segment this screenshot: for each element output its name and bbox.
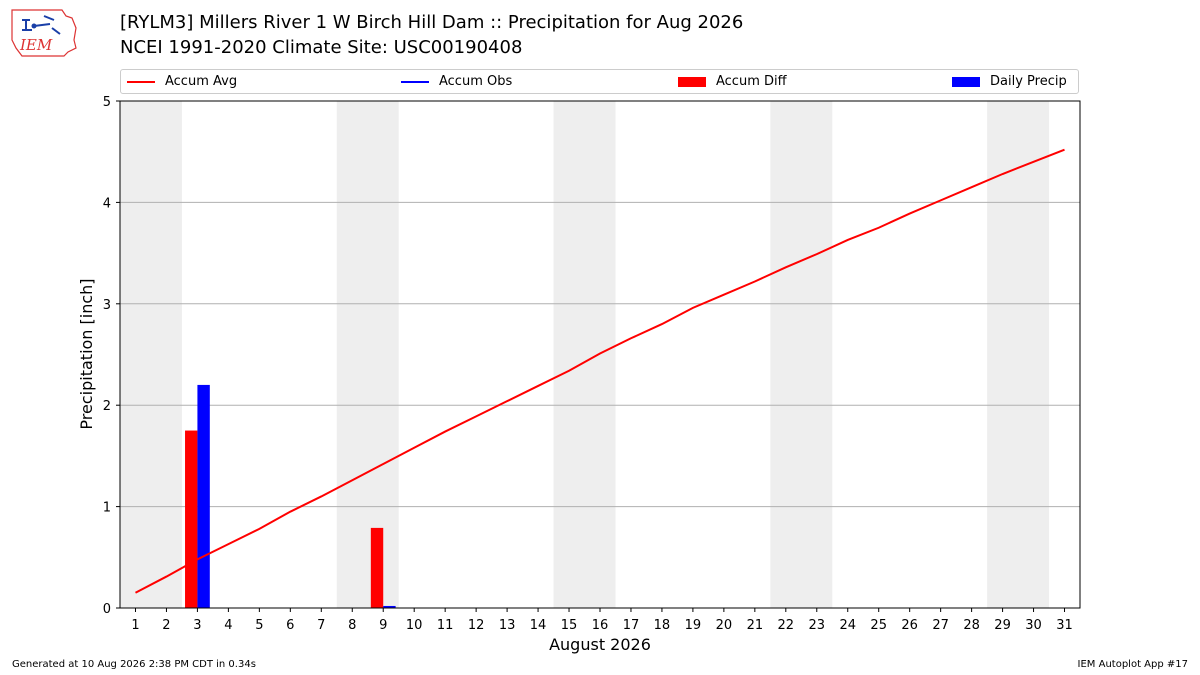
legend-label-accum-diff: Accum Diff <box>716 74 787 89</box>
x-tick-label: 8 <box>348 618 356 633</box>
x-tick-label: 4 <box>224 618 232 633</box>
accum-diff-bar <box>370 527 384 608</box>
x-tick-label: 15 <box>561 618 578 633</box>
y-tick-label: 3 <box>103 298 111 313</box>
chart-legend: Accum Avg Accum Obs Accum Diff Daily Pre… <box>120 69 1079 94</box>
legend-label-accum-avg: Accum Avg <box>165 74 238 89</box>
y-axis-label: Precipitation [inch] <box>77 278 96 429</box>
x-tick-label: 14 <box>530 618 547 633</box>
x-tick-label: 29 <box>994 618 1011 633</box>
y-axis-ticks: 0 1 2 3 4 5 <box>103 95 120 617</box>
legend-item-accum-diff: Accum Diff <box>678 70 787 93</box>
weekend-shade-2 <box>553 101 616 608</box>
iem-logo: IEM <box>11 9 77 57</box>
x-tick-label: 1 <box>131 618 139 633</box>
x-tick-label: 10 <box>406 618 423 633</box>
x-tick-label: 18 <box>654 618 671 633</box>
bars <box>185 384 396 608</box>
grid-lines <box>120 201 1080 508</box>
x-tick-label: 28 <box>963 618 980 633</box>
x-tick-label: 23 <box>809 618 826 633</box>
x-tick-label: 20 <box>716 618 733 633</box>
legend-label-daily-precip: Daily Precip <box>990 74 1067 89</box>
x-tick-label: 13 <box>499 618 516 633</box>
daily-precip-bar <box>383 605 396 608</box>
x-tick-label: 25 <box>870 618 887 633</box>
x-tick-label: 3 <box>193 618 201 633</box>
legend-swatch-daily-precip <box>952 76 980 87</box>
x-tick-label: 2 <box>162 618 170 633</box>
legend-swatch-accum-diff <box>678 76 706 87</box>
weekend-shade-0 <box>120 101 182 608</box>
legend-swatch-accum-obs <box>401 80 429 83</box>
chart-title: [RYLM3] Millers River 1 W Birch Hill Dam… <box>120 12 744 33</box>
x-tick-label: 9 <box>379 618 387 633</box>
x-tick-label: 19 <box>685 618 702 633</box>
x-tick-label: 17 <box>623 618 640 633</box>
daily-precip-bar <box>197 384 210 608</box>
x-tick-label: 22 <box>778 618 795 633</box>
x-tick-label: 30 <box>1025 618 1042 633</box>
x-tick-label: 24 <box>839 618 856 633</box>
y-tick-label: 5 <box>103 95 111 110</box>
x-tick-label: 31 <box>1056 618 1073 633</box>
accum-avg-line <box>135 148 1065 594</box>
weekend-shade-4 <box>987 101 1050 608</box>
accum-avg-line-group <box>135 148 1065 594</box>
legend-item-accum-avg: Accum Avg <box>127 70 237 93</box>
accum-diff-bar <box>185 430 198 608</box>
weekend-shading <box>120 101 1050 608</box>
weekend-shade-1 <box>336 101 399 608</box>
y-tick-label: 2 <box>103 399 111 414</box>
legend-swatch-accum-avg <box>127 80 155 83</box>
x-tick-label: 5 <box>255 618 263 633</box>
x-tick-label: 6 <box>286 618 294 633</box>
app-label: IEM Autoplot App #17 <box>1077 659 1188 670</box>
legend-item-daily-precip: Daily Precip <box>952 70 1067 93</box>
generated-timestamp: Generated at 10 Aug 2026 2:38 PM CDT in … <box>12 659 256 670</box>
x-tick-label: 27 <box>932 618 949 633</box>
x-axis-ticks: 1 2 3 4 5 6 7 8 9 10 11 12 13 14 15 16 17 18 19 20 21 22 23 24 2… <box>131 608 1073 633</box>
iem-logo-text: IEM <box>19 36 53 54</box>
legend-item-accum-obs: Accum Obs <box>401 70 512 93</box>
y-tick-label: 4 <box>103 196 111 211</box>
x-tick-label: 7 <box>317 618 325 633</box>
x-tick-label: 12 <box>468 618 485 633</box>
x-tick-label: 26 <box>901 618 918 633</box>
y-tick-label: 0 <box>103 602 111 617</box>
weekend-shade-3 <box>770 101 833 608</box>
legend-label-accum-obs: Accum Obs <box>439 74 513 89</box>
x-tick-label: 11 <box>437 618 454 633</box>
x-tick-label: 16 <box>592 618 609 633</box>
y-tick-label: 1 <box>103 501 111 516</box>
chart-subtitle: NCEI 1991-2020 Climate Site: USC00190408 <box>120 37 523 58</box>
x-axis-label: August 2026 <box>549 635 651 654</box>
x-tick-label: 21 <box>747 618 764 633</box>
